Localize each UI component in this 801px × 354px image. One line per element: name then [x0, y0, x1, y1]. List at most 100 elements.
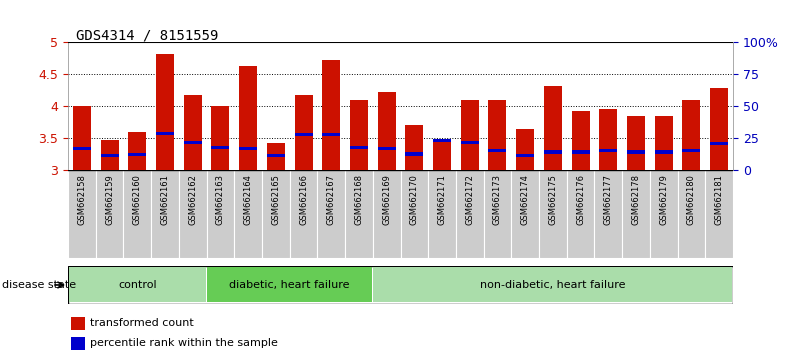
- Bar: [682, 149, 700, 153]
- Text: GSM662172: GSM662172: [465, 174, 474, 225]
- Bar: [183, 95, 202, 170]
- Text: GSM662181: GSM662181: [714, 174, 723, 225]
- Bar: [544, 86, 562, 170]
- Text: GSM662161: GSM662161: [160, 174, 170, 225]
- Bar: [627, 150, 645, 154]
- Text: control: control: [118, 280, 157, 290]
- Bar: [69, 268, 206, 302]
- Text: GSM662167: GSM662167: [327, 174, 336, 225]
- Bar: [345, 170, 372, 258]
- Bar: [710, 88, 728, 170]
- Text: GSM662166: GSM662166: [299, 174, 308, 225]
- Bar: [373, 268, 732, 302]
- Bar: [267, 154, 285, 158]
- Text: GSM662164: GSM662164: [244, 174, 252, 225]
- Bar: [433, 139, 451, 142]
- Bar: [350, 146, 368, 149]
- Bar: [405, 153, 424, 156]
- Bar: [207, 268, 372, 302]
- Text: diabetic, heart failure: diabetic, heart failure: [229, 280, 350, 290]
- Text: GSM662163: GSM662163: [216, 174, 225, 225]
- Bar: [654, 116, 673, 170]
- Bar: [405, 125, 424, 170]
- Bar: [179, 170, 207, 258]
- Bar: [650, 170, 678, 258]
- Text: GSM662165: GSM662165: [272, 174, 280, 225]
- Text: GSM662171: GSM662171: [437, 174, 446, 225]
- Text: GSM662176: GSM662176: [576, 174, 585, 225]
- Bar: [101, 154, 119, 158]
- Bar: [489, 149, 506, 153]
- Bar: [516, 129, 534, 170]
- Bar: [433, 141, 451, 170]
- Bar: [295, 133, 312, 137]
- Bar: [682, 100, 700, 170]
- Text: GSM662159: GSM662159: [105, 174, 114, 225]
- Bar: [207, 170, 235, 258]
- Bar: [128, 132, 147, 170]
- Bar: [377, 92, 396, 170]
- Bar: [267, 143, 285, 170]
- Bar: [211, 146, 229, 149]
- Bar: [484, 170, 511, 258]
- Text: transformed count: transformed count: [90, 318, 194, 329]
- Bar: [183, 141, 202, 144]
- Bar: [317, 170, 345, 258]
- Bar: [123, 170, 151, 258]
- Text: GSM662173: GSM662173: [493, 174, 502, 225]
- Bar: [539, 170, 567, 258]
- Bar: [96, 170, 123, 258]
- Bar: [101, 140, 119, 170]
- Text: GSM662168: GSM662168: [355, 174, 364, 225]
- Bar: [235, 170, 262, 258]
- Bar: [572, 150, 590, 154]
- Text: percentile rank within the sample: percentile rank within the sample: [90, 338, 278, 348]
- Bar: [322, 60, 340, 170]
- Bar: [350, 100, 368, 170]
- Text: GSM662175: GSM662175: [549, 174, 557, 225]
- Bar: [295, 95, 312, 170]
- Bar: [511, 170, 539, 258]
- Bar: [599, 109, 618, 170]
- Bar: [400, 170, 429, 258]
- Text: GSM662180: GSM662180: [687, 174, 696, 225]
- Bar: [290, 170, 317, 258]
- Bar: [678, 170, 705, 258]
- Bar: [710, 142, 728, 145]
- Text: non-diabetic, heart failure: non-diabetic, heart failure: [480, 280, 626, 290]
- Text: GSM662174: GSM662174: [521, 174, 529, 225]
- Text: GSM662179: GSM662179: [659, 174, 668, 225]
- Bar: [516, 154, 534, 158]
- Bar: [156, 54, 174, 170]
- Bar: [461, 100, 479, 170]
- Text: GSM662158: GSM662158: [78, 174, 87, 225]
- Bar: [151, 170, 179, 258]
- Bar: [71, 317, 85, 330]
- Text: GSM662170: GSM662170: [410, 174, 419, 225]
- Bar: [372, 170, 400, 258]
- Bar: [461, 141, 479, 144]
- Bar: [239, 147, 257, 150]
- Bar: [262, 170, 290, 258]
- Bar: [211, 106, 229, 170]
- Bar: [705, 170, 733, 258]
- Bar: [239, 66, 257, 170]
- Bar: [622, 170, 650, 258]
- Text: GSM662160: GSM662160: [133, 174, 142, 225]
- Bar: [68, 170, 96, 258]
- Text: GDS4314 / 8151559: GDS4314 / 8151559: [76, 28, 219, 42]
- Bar: [567, 170, 594, 258]
- Bar: [599, 149, 618, 153]
- Bar: [128, 153, 147, 156]
- Bar: [456, 170, 484, 258]
- Bar: [627, 116, 645, 170]
- Text: GSM662177: GSM662177: [604, 174, 613, 225]
- Bar: [544, 150, 562, 154]
- Bar: [156, 132, 174, 135]
- Text: GSM662169: GSM662169: [382, 174, 391, 225]
- Bar: [489, 100, 506, 170]
- Bar: [71, 337, 85, 350]
- Bar: [429, 170, 456, 258]
- Bar: [73, 147, 91, 150]
- Bar: [594, 170, 622, 258]
